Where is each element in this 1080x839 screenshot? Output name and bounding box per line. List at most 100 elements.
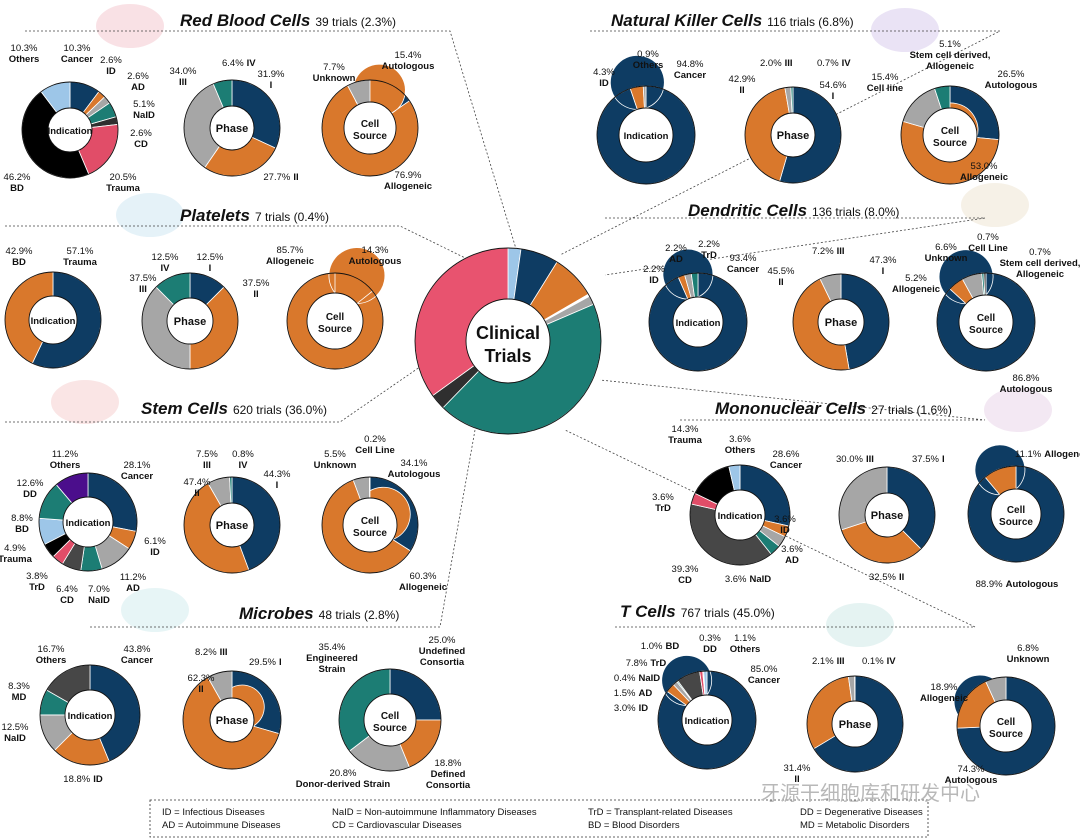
connector-line bbox=[90, 429, 476, 628]
donut-dc-ind bbox=[648, 248, 748, 372]
slice-pct-label: 2.6% bbox=[100, 55, 122, 66]
slice-name-label: Cancer bbox=[121, 471, 154, 482]
slice-label: 28.1%Cancer bbox=[121, 460, 154, 482]
slice-pct-label: 1.0% BD bbox=[641, 641, 680, 652]
donut-center-label: Source bbox=[989, 729, 1023, 740]
donut-center-label: Source bbox=[353, 131, 387, 142]
slice-pct-label: 94.8% bbox=[677, 59, 704, 70]
slice-label: 45.5%II bbox=[768, 266, 795, 288]
donut-tc-phase bbox=[806, 675, 904, 773]
connector-line bbox=[25, 30, 521, 263]
slice-pct-label: 6.4% bbox=[56, 584, 78, 595]
donut-tc-ind bbox=[657, 655, 757, 770]
slice-pct-label: 0.7% IV bbox=[817, 58, 851, 69]
slice-pct-label: 14.3% bbox=[672, 424, 699, 435]
slice-name-label: Others bbox=[633, 60, 664, 71]
donut-center-label: Cell bbox=[381, 711, 400, 722]
slice-pct-label: 8.8% bbox=[11, 513, 33, 524]
slice-name-label: NaID bbox=[88, 595, 110, 606]
slice-label: 94.8%Cancer bbox=[674, 59, 707, 81]
slice-label: 5.1%Stem cell derived,Allogeneic bbox=[910, 39, 991, 72]
slice-name-label: Cell Line bbox=[355, 445, 395, 456]
slice-pct-label: 30.0% III bbox=[836, 454, 874, 465]
slice-pct-label: 34.0% bbox=[170, 66, 197, 77]
donut-dc-src bbox=[936, 249, 1036, 372]
center-title: Trials bbox=[484, 346, 531, 366]
slice-pct-label: 3.0% ID bbox=[614, 703, 648, 714]
legend-entry: TrD = Transplant-related Diseases bbox=[588, 807, 733, 818]
slice-pct-label: 43.8% bbox=[124, 644, 151, 655]
slice-pct-label: 76.9% bbox=[395, 170, 422, 181]
donut-hole bbox=[306, 292, 364, 350]
slice-label: 10.3%Cancer bbox=[61, 43, 94, 65]
slice-label: 6.8%Unknown bbox=[1007, 643, 1050, 665]
slice-label: 0.4% NaID bbox=[614, 673, 660, 684]
donut-hole bbox=[958, 294, 1014, 350]
slice-label: 1.0% BD bbox=[641, 641, 680, 652]
donut-center-label: Source bbox=[373, 723, 407, 734]
donut-outline bbox=[38, 472, 138, 572]
slice-name-label: Allogeneic bbox=[266, 256, 314, 267]
donut-hole bbox=[672, 296, 724, 348]
slice-pct-label: 12.5% bbox=[2, 722, 29, 733]
slice-label: 37.5%II bbox=[243, 278, 270, 300]
donut-nk-src bbox=[900, 85, 1000, 185]
slice-pct-label: 6.1% bbox=[144, 536, 166, 547]
slice-pct-label: 7.5% bbox=[196, 449, 218, 460]
slice-pct-label: 15.4% bbox=[395, 50, 422, 61]
slice-label: 57.1%Trauma bbox=[63, 246, 98, 268]
slice-pct-label: 2.2% bbox=[643, 264, 665, 275]
slice-label: 14.3%Trauma bbox=[668, 424, 703, 446]
slice-pct-label: 35.4% bbox=[319, 642, 346, 653]
slice-label: 0.2%Cell Line bbox=[355, 434, 395, 456]
slice-pct-label: 10.3% bbox=[11, 43, 38, 54]
slice-label: 2.0% III bbox=[760, 58, 793, 69]
slice-label: 10.3%Others bbox=[9, 43, 40, 65]
slice-name-label: Others bbox=[50, 460, 81, 471]
slice-name-label: NaID bbox=[4, 733, 26, 744]
slice-label: 3.6%Others bbox=[725, 434, 756, 456]
donut-center-label: Source bbox=[353, 528, 387, 539]
slice-name-label: ID bbox=[106, 66, 116, 77]
slice-pct-label: 42.9% bbox=[729, 74, 756, 85]
slice-pct-label: 0.9% bbox=[637, 49, 659, 60]
donut-outline bbox=[4, 271, 102, 369]
slice-label: 2.2%ID bbox=[643, 264, 665, 286]
slice-pct-label: 26.5% bbox=[998, 69, 1025, 80]
donut-center-label: Cell bbox=[326, 312, 345, 323]
slice-pct-label: 4.3% bbox=[593, 67, 615, 78]
donut-rbc-src bbox=[321, 63, 419, 177]
section-title-mic: Microbes 48 trials (2.8%) bbox=[239, 604, 399, 623]
donut-center-label: Source bbox=[999, 517, 1033, 528]
donut-outline bbox=[792, 273, 890, 371]
donut-plt-ind bbox=[4, 271, 102, 369]
slice-pct-label: 3.6% bbox=[774, 514, 796, 525]
slice-label: 1.5% AD bbox=[614, 688, 653, 699]
donut-stem-src bbox=[321, 476, 419, 574]
slice-pct-label: 39.3% bbox=[672, 564, 699, 575]
slice-label: 8.3%MD bbox=[8, 681, 30, 703]
slice-pct-label: 2.6% bbox=[127, 71, 149, 82]
slice-pct-label: 28.6% bbox=[773, 449, 800, 460]
slice-pct-label: 60.3% bbox=[410, 571, 437, 582]
slice-label: 12.5%IV bbox=[152, 252, 179, 274]
slice-pct-label: 34.1% bbox=[401, 458, 428, 469]
slice-label: 2.6%ID bbox=[100, 55, 122, 77]
slice-name-label: II bbox=[194, 488, 199, 499]
slice-name-label: Trauma bbox=[63, 257, 98, 268]
slice-name-label: III bbox=[179, 77, 187, 88]
slice-label: 39.3%CD bbox=[672, 564, 699, 586]
watermark-text: 牙源干细胞库和研发中心 bbox=[760, 782, 980, 805]
slice-name-label: Unknown bbox=[314, 460, 357, 471]
slice-pct-label: 5.1% bbox=[939, 39, 961, 50]
donut-center-label: Source bbox=[969, 325, 1003, 336]
slice-name-label: Others bbox=[9, 54, 40, 65]
slice-name-label: Defined bbox=[431, 769, 466, 780]
cell-illustration-icon bbox=[871, 8, 939, 52]
donut-center-label: Phase bbox=[839, 719, 871, 731]
slice-label: 7.8% TrD bbox=[626, 658, 667, 669]
slice-label: 43.8%Cancer bbox=[121, 644, 154, 666]
slice-name-label: Engineered bbox=[306, 653, 358, 664]
